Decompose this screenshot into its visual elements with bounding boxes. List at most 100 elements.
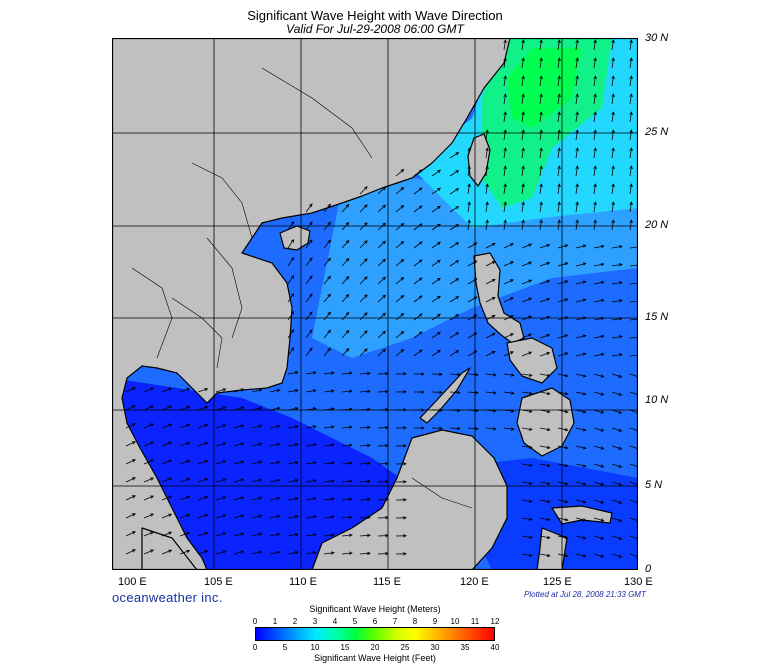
wave-arrow xyxy=(629,58,632,69)
wave-arrow xyxy=(611,264,622,267)
wave-arrow xyxy=(305,516,316,519)
wave-arrow-head xyxy=(418,187,423,191)
wave-arrow xyxy=(377,535,389,537)
wave-arrow xyxy=(539,76,542,87)
wave-arrow xyxy=(629,246,638,249)
wave-arrow xyxy=(629,354,638,357)
wave-arrow xyxy=(539,334,550,339)
wave-arrow-head xyxy=(382,204,386,209)
wave-arrow xyxy=(179,514,190,519)
wave-arrow xyxy=(341,408,352,411)
wave-arrow-head xyxy=(330,533,335,537)
wave-arrow xyxy=(215,442,226,447)
feet-tick-35: 35 xyxy=(460,643,470,652)
wave-arrow xyxy=(341,498,352,501)
wave-arrow xyxy=(161,423,172,429)
wave-arrow-head xyxy=(439,372,443,376)
wave-arrow-head xyxy=(564,409,569,414)
wave-arrow xyxy=(503,261,514,267)
wave-arrow xyxy=(395,295,404,303)
wave-arrow xyxy=(611,517,622,522)
wave-arrow-head xyxy=(345,239,350,244)
land-sumatra-tip xyxy=(141,527,198,570)
wave-arrow-head xyxy=(168,477,173,481)
wave-arrow-head xyxy=(593,201,597,206)
wave-arrow-head xyxy=(557,219,561,224)
wave-arrow xyxy=(359,462,371,465)
wave-arrow xyxy=(539,166,542,177)
wave-arrow-head xyxy=(582,428,587,432)
wave-arrow-head xyxy=(186,405,191,410)
wave-arrow xyxy=(575,166,578,177)
feet-tick-10: 10 xyxy=(310,643,320,652)
wave-arrow-head xyxy=(385,425,389,430)
wave-arrow-head xyxy=(364,204,368,208)
wave-arrow-head xyxy=(258,460,263,464)
wave-arrow-head xyxy=(150,549,155,553)
wave-arrow xyxy=(413,277,423,285)
wave-arrow xyxy=(575,409,586,413)
wave-arrow-head xyxy=(593,39,597,44)
wave-arrow-head xyxy=(539,201,543,206)
wave-arrow-head xyxy=(593,147,597,152)
wave-arrow xyxy=(629,202,632,213)
wave-arrow xyxy=(539,94,542,105)
wave-arrow xyxy=(593,445,604,450)
wave-arrow-head xyxy=(528,351,533,355)
wave-arrow xyxy=(539,517,550,521)
wave-arrow-head xyxy=(330,497,335,501)
wave-arrow-head xyxy=(546,315,551,320)
wave-arrow-head xyxy=(611,147,615,152)
wave-arrow-head xyxy=(503,201,507,206)
wave-arrow-head xyxy=(186,549,191,554)
wave-arrow xyxy=(521,112,524,123)
wave-arrow-head xyxy=(403,498,407,502)
wave-arrow xyxy=(557,517,568,521)
wave-arrow-head xyxy=(312,461,317,465)
wave-arrow-head xyxy=(437,259,441,264)
wave-arrow xyxy=(287,371,298,375)
wave-arrow xyxy=(557,553,568,557)
wave-arrow xyxy=(197,442,208,447)
feet-tick-25: 25 xyxy=(400,643,410,652)
wave-arrow xyxy=(125,423,136,429)
wave-arrow xyxy=(341,534,352,537)
wave-arrow xyxy=(539,553,550,557)
wave-arrow-head xyxy=(564,463,569,468)
wave-arrow-head xyxy=(367,461,371,466)
land-palawan xyxy=(419,367,471,424)
wave-arrow xyxy=(395,259,404,267)
wave-arrow-head xyxy=(327,329,331,334)
wave-arrow-head xyxy=(503,165,507,170)
wave-arrow-head xyxy=(367,443,371,448)
wave-arrow-head xyxy=(473,350,478,354)
wave-arrow xyxy=(575,245,586,249)
wave-arrow-head xyxy=(367,479,371,484)
wave-arrow-head xyxy=(150,423,155,427)
wave-arrow-head xyxy=(503,39,507,44)
wave-arrow-head xyxy=(528,445,533,449)
wave-arrow xyxy=(539,499,550,503)
wave-arrow xyxy=(125,477,136,483)
wave-arrow xyxy=(377,445,389,447)
wave-arrow-head xyxy=(557,39,561,44)
wave-arrow-head xyxy=(582,536,587,540)
wave-arrow xyxy=(305,203,313,213)
wave-arrow xyxy=(629,40,632,51)
wave-arrow xyxy=(593,148,596,159)
wave-arrow xyxy=(593,391,604,396)
wave-arrow xyxy=(629,318,638,321)
lat-label-20n: 20 N xyxy=(645,219,669,231)
wave-arrow xyxy=(269,515,280,519)
wave-arrow-head xyxy=(611,165,615,170)
wave-arrow xyxy=(125,531,136,537)
wave-arrow-head xyxy=(400,313,405,317)
wave-arrow-head xyxy=(367,371,371,376)
wave-arrow xyxy=(539,481,550,485)
wave-arrow xyxy=(557,445,568,449)
wave-arrow xyxy=(413,331,423,339)
wave-arrow xyxy=(359,426,371,429)
wave-arrow-head xyxy=(186,387,191,392)
wave-arrow-head xyxy=(546,243,551,248)
wave-arrow xyxy=(575,94,578,105)
